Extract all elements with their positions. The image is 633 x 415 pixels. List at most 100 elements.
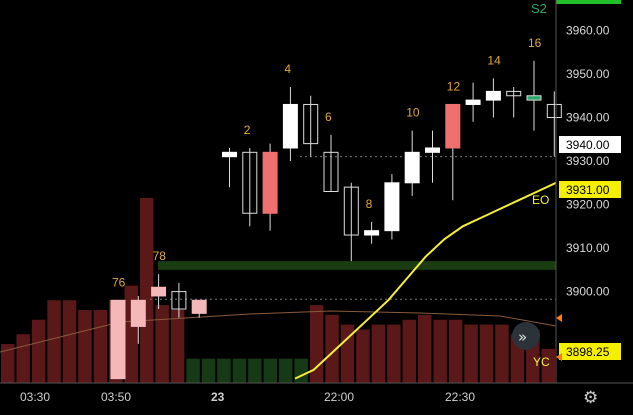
svg-text:3931.00: 3931.00	[566, 183, 610, 197]
price-tick-label: 3900.00	[566, 285, 610, 299]
volume-bar	[325, 314, 339, 383]
candle-body	[506, 90, 522, 97]
candle-body	[110, 299, 126, 380]
bar-count-label: 10	[406, 106, 420, 120]
candle-body	[384, 182, 400, 232]
volume-bars	[1, 198, 555, 383]
bar-count-label: 78	[153, 249, 167, 263]
volume-bar	[263, 358, 277, 383]
candle-body	[445, 103, 461, 149]
volume-bar	[217, 358, 231, 383]
bar-count-label: 76	[112, 275, 126, 289]
yc-price-tag: 3898.25	[559, 343, 621, 360]
volume-bar	[479, 324, 494, 383]
double-chevron-right-icon: »	[518, 328, 527, 346]
volume-bar	[402, 319, 416, 383]
candle-body	[191, 299, 207, 314]
svg-text:3898.25: 3898.25	[566, 345, 610, 359]
candle-body	[546, 103, 562, 119]
time-tick-label: 03:30	[20, 390, 50, 404]
ma-line	[294, 181, 557, 380]
candle-body	[171, 291, 187, 310]
price-tick-label: 3930.00	[566, 154, 610, 168]
candle-body	[323, 151, 339, 192]
candle-body	[485, 90, 501, 101]
bar-count-label: 14	[487, 53, 501, 67]
yc-label: YC	[533, 355, 550, 369]
volume-bar	[541, 348, 555, 383]
range-band	[158, 261, 556, 270]
current-price-marker	[556, 0, 621, 4]
volume-bar	[155, 305, 169, 383]
volume-bar	[248, 358, 262, 383]
candle-body	[282, 103, 298, 149]
moving-average-line	[294, 181, 557, 380]
time-tick-label: 03:50	[101, 390, 131, 404]
axis-marker-upper	[556, 314, 562, 322]
range-band-fill	[158, 261, 556, 270]
gear-icon[interactable]: ⚙	[583, 388, 598, 408]
time-tick-label: 23	[211, 390, 225, 404]
volume-bar	[433, 319, 447, 383]
volume-bar	[464, 324, 478, 383]
s2-label: S2	[531, 1, 547, 16]
candle-body	[262, 151, 278, 214]
bar-count-label: 12	[447, 79, 461, 93]
volume-bar	[356, 329, 370, 383]
candles	[110, 60, 562, 380]
axis-marker-lower	[556, 353, 562, 361]
svg-text:3940.00: 3940.00	[566, 138, 610, 152]
candle-body	[465, 99, 481, 105]
price-tick-label: 3940.00	[566, 111, 610, 125]
candle-body	[130, 299, 146, 327]
price-tick-label: 3920.00	[566, 198, 610, 212]
time-axis: 03:30 03:50 23 22:00 22:30	[20, 390, 475, 404]
volume-bar	[201, 358, 216, 383]
eo-label: EO	[532, 193, 549, 207]
volume-bar	[232, 358, 247, 383]
bar-count-label: 2	[244, 123, 251, 137]
candle-body	[151, 286, 167, 297]
candle-body	[222, 151, 237, 158]
time-tick-label: 22:30	[445, 390, 475, 404]
bar-count-label: 8	[366, 197, 373, 211]
volume-bar	[93, 309, 108, 383]
volume-bar	[186, 358, 200, 383]
volume-bar	[495, 324, 509, 383]
volume-bar	[371, 324, 386, 383]
volume-bar	[47, 300, 61, 383]
price-tick-label: 3950.00	[566, 67, 610, 81]
candle-body	[404, 151, 420, 184]
bar-count-label: 4	[284, 62, 291, 76]
price-tick-label: 3910.00	[566, 241, 610, 255]
last-price-tag: 3940.00	[559, 136, 621, 153]
candle-body	[343, 186, 359, 236]
expand-chart-button[interactable]: »	[512, 322, 540, 350]
bar-count-label: 16	[528, 36, 542, 50]
price-tick-label: 3960.00	[566, 23, 610, 37]
volume-bar	[170, 309, 185, 383]
bar-count-labels: 76 78 2 4 6 8 10 12 14 16	[112, 36, 542, 289]
volume-bar	[62, 300, 77, 383]
price-axis: 3960.00 3950.00 3940.00 3930.00 3920.00 3910.…	[566, 23, 610, 298]
volume-bar	[294, 358, 308, 383]
eo-price-tag: 3931.00	[559, 181, 621, 198]
volume-bar	[279, 358, 293, 383]
time-tick-label: 22:00	[324, 390, 354, 404]
volume-bar	[78, 309, 92, 383]
volume-bar	[16, 334, 30, 383]
volume-bar	[340, 324, 355, 383]
candle-body	[425, 147, 440, 153]
volume-bar	[387, 324, 401, 383]
candle-body	[242, 151, 258, 214]
volume-bar	[140, 198, 154, 383]
volume-bar	[448, 319, 463, 383]
candle-body	[364, 230, 380, 236]
candle-body	[303, 103, 319, 145]
volume-bar	[418, 314, 432, 383]
volume-bar	[31, 319, 46, 383]
candle-body	[526, 95, 542, 101]
bar-count-label: 6	[325, 110, 332, 124]
volume-bar	[1, 344, 15, 383]
